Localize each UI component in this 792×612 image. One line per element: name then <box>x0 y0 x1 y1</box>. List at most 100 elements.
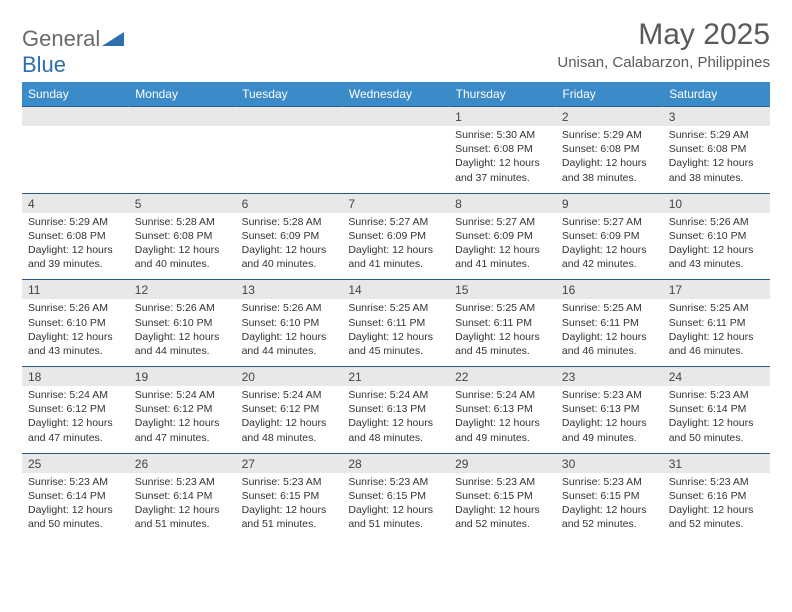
day-info-line: Sunrise: 5:24 AM <box>348 388 443 402</box>
day-number-row: 11121314151617 <box>22 280 770 300</box>
day-info-line: and 52 minutes. <box>562 517 657 531</box>
day-info-line: and 52 minutes. <box>669 517 764 531</box>
day-number-row: 123 <box>22 107 770 127</box>
day-info-line: Sunset: 6:13 PM <box>562 402 657 416</box>
day-info-line: and 46 minutes. <box>562 344 657 358</box>
day-info-line: and 51 minutes. <box>348 517 443 531</box>
day-info-line: Daylight: 12 hours <box>455 156 550 170</box>
day-content-cell <box>342 126 449 193</box>
day-info-line: Daylight: 12 hours <box>669 156 764 170</box>
header: General Blue May 2025 Unisan, Calabarzon… <box>22 18 770 78</box>
day-info-line: Daylight: 12 hours <box>348 330 443 344</box>
day-number-cell: 2 <box>556 107 663 127</box>
day-header-cell: Sunday <box>22 82 129 107</box>
day-info-line: Sunrise: 5:23 AM <box>135 475 230 489</box>
day-info-line: Daylight: 12 hours <box>562 243 657 257</box>
day-info-line: Sunrise: 5:27 AM <box>455 215 550 229</box>
day-info-line: Sunset: 6:11 PM <box>669 316 764 330</box>
day-info-line: Sunset: 6:09 PM <box>348 229 443 243</box>
day-info-line: and 39 minutes. <box>28 257 123 271</box>
day-info-line: Sunrise: 5:25 AM <box>669 301 764 315</box>
day-content-cell: Sunrise: 5:26 AMSunset: 6:10 PMDaylight:… <box>663 213 770 280</box>
day-info-line: Sunset: 6:08 PM <box>669 142 764 156</box>
day-content-cell: Sunrise: 5:28 AMSunset: 6:09 PMDaylight:… <box>236 213 343 280</box>
day-content-cell: Sunrise: 5:23 AMSunset: 6:13 PMDaylight:… <box>556 386 663 453</box>
day-number-cell: 29 <box>449 453 556 473</box>
day-info-line: Daylight: 12 hours <box>135 243 230 257</box>
day-number-cell: 28 <box>342 453 449 473</box>
day-info-line: and 52 minutes. <box>455 517 550 531</box>
day-info-line: and 45 minutes. <box>348 344 443 358</box>
day-info-line: and 46 minutes. <box>669 344 764 358</box>
day-number-cell: 22 <box>449 367 556 387</box>
day-content-cell: Sunrise: 5:23 AMSunset: 6:15 PMDaylight:… <box>556 473 663 540</box>
day-info-line: Sunset: 6:09 PM <box>562 229 657 243</box>
day-content-cell: Sunrise: 5:23 AMSunset: 6:14 PMDaylight:… <box>22 473 129 540</box>
page-title: May 2025 <box>557 18 770 52</box>
day-info-line: Sunrise: 5:28 AM <box>242 215 337 229</box>
day-content-cell: Sunrise: 5:24 AMSunset: 6:12 PMDaylight:… <box>236 386 343 453</box>
day-info-line: and 42 minutes. <box>562 257 657 271</box>
day-info-line: and 40 minutes. <box>242 257 337 271</box>
day-number-cell: 10 <box>663 193 770 213</box>
day-info-line: Sunrise: 5:29 AM <box>28 215 123 229</box>
day-content-cell: Sunrise: 5:26 AMSunset: 6:10 PMDaylight:… <box>129 299 236 366</box>
day-info-line: Sunset: 6:13 PM <box>455 402 550 416</box>
day-header-row: SundayMondayTuesdayWednesdayThursdayFrid… <box>22 82 770 107</box>
day-info-line: and 40 minutes. <box>135 257 230 271</box>
day-info-line: Daylight: 12 hours <box>242 330 337 344</box>
day-info-line: Daylight: 12 hours <box>135 503 230 517</box>
day-info-line: Daylight: 12 hours <box>242 243 337 257</box>
day-info-line: and 48 minutes. <box>348 431 443 445</box>
day-info-line: Sunset: 6:10 PM <box>242 316 337 330</box>
day-info-line: Daylight: 12 hours <box>455 416 550 430</box>
day-info-line: Sunset: 6:15 PM <box>562 489 657 503</box>
day-info-line: and 43 minutes. <box>28 344 123 358</box>
day-info-line: and 38 minutes. <box>562 171 657 185</box>
day-content-cell: Sunrise: 5:24 AMSunset: 6:12 PMDaylight:… <box>129 386 236 453</box>
day-info-line: Sunset: 6:10 PM <box>669 229 764 243</box>
day-info-line: Daylight: 12 hours <box>28 330 123 344</box>
day-content-cell: Sunrise: 5:25 AMSunset: 6:11 PMDaylight:… <box>663 299 770 366</box>
day-info-line: Sunrise: 5:28 AM <box>135 215 230 229</box>
day-info-line: Sunrise: 5:24 AM <box>135 388 230 402</box>
day-info-line: Sunrise: 5:26 AM <box>28 301 123 315</box>
day-info-line: and 47 minutes. <box>28 431 123 445</box>
day-info-line: Daylight: 12 hours <box>348 243 443 257</box>
day-info-line: Sunset: 6:12 PM <box>28 402 123 416</box>
day-info-line: Sunset: 6:15 PM <box>242 489 337 503</box>
day-header-cell: Monday <box>129 82 236 107</box>
day-content-cell: Sunrise: 5:23 AMSunset: 6:15 PMDaylight:… <box>236 473 343 540</box>
logo-triangle-icon <box>102 26 124 52</box>
day-info-line: and 48 minutes. <box>242 431 337 445</box>
day-info-line: Sunrise: 5:23 AM <box>669 475 764 489</box>
day-info-line: Daylight: 12 hours <box>28 503 123 517</box>
day-info-line: and 50 minutes. <box>669 431 764 445</box>
day-number-cell: 1 <box>449 107 556 127</box>
day-info-line: Sunrise: 5:25 AM <box>348 301 443 315</box>
day-info-line: Sunset: 6:10 PM <box>28 316 123 330</box>
day-content-cell: Sunrise: 5:26 AMSunset: 6:10 PMDaylight:… <box>236 299 343 366</box>
day-number-cell: 24 <box>663 367 770 387</box>
day-number-cell: 11 <box>22 280 129 300</box>
day-number-cell: 13 <box>236 280 343 300</box>
day-info-line: Daylight: 12 hours <box>562 156 657 170</box>
day-info-line: and 38 minutes. <box>669 171 764 185</box>
day-info-line: Sunrise: 5:23 AM <box>562 388 657 402</box>
day-info-line: Daylight: 12 hours <box>348 416 443 430</box>
day-info-line: Sunset: 6:09 PM <box>455 229 550 243</box>
day-info-line: and 47 minutes. <box>135 431 230 445</box>
day-info-line: and 45 minutes. <box>455 344 550 358</box>
day-content-cell: Sunrise: 5:23 AMSunset: 6:14 PMDaylight:… <box>663 386 770 453</box>
day-info-line: Daylight: 12 hours <box>135 416 230 430</box>
day-header-cell: Saturday <box>663 82 770 107</box>
day-info-line: Daylight: 12 hours <box>28 243 123 257</box>
day-info-line: Daylight: 12 hours <box>562 416 657 430</box>
day-content-cell: Sunrise: 5:29 AMSunset: 6:08 PMDaylight:… <box>556 126 663 193</box>
day-info-line: and 49 minutes. <box>562 431 657 445</box>
day-info-line: Sunset: 6:08 PM <box>135 229 230 243</box>
day-info-line: Sunrise: 5:23 AM <box>348 475 443 489</box>
day-content-cell <box>236 126 343 193</box>
title-block: May 2025 Unisan, Calabarzon, Philippines <box>557 18 770 71</box>
day-content-cell: Sunrise: 5:25 AMSunset: 6:11 PMDaylight:… <box>342 299 449 366</box>
